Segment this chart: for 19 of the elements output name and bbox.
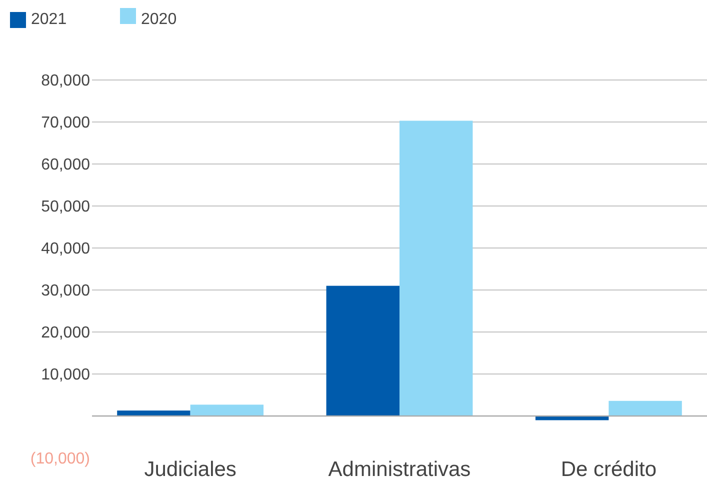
y-tick-label: 80,000 xyxy=(41,72,90,90)
bar xyxy=(608,400,682,416)
bar xyxy=(117,410,190,416)
x-tick-label: Judiciales xyxy=(144,458,236,481)
y-tick-label: (10,000) xyxy=(30,450,90,468)
y-tick-label: 50,000 xyxy=(41,198,90,216)
y-tick-label: 70,000 xyxy=(41,114,90,132)
y-tick-label: 60,000 xyxy=(41,156,90,174)
y-tick-label: 10,000 xyxy=(41,366,90,384)
legend-label: 2020 xyxy=(141,11,177,28)
y-tick-label: 40,000 xyxy=(41,240,90,258)
bar xyxy=(190,404,264,416)
x-tick-label: De crédito xyxy=(560,458,657,481)
x-tick-label: Administrativas xyxy=(328,458,471,481)
y-tick-label: 30,000 xyxy=(41,282,90,300)
legend-label: 2021 xyxy=(31,11,67,28)
bar xyxy=(400,120,473,416)
bar xyxy=(326,286,400,416)
y-tick-label: 20,000 xyxy=(41,324,90,342)
